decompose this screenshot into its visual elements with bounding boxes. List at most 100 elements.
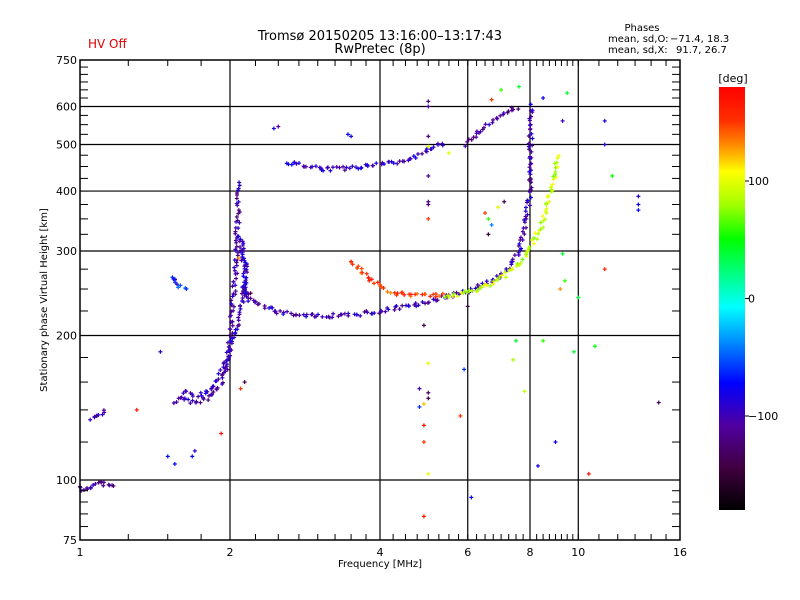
trace-point xyxy=(527,203,532,208)
trace-point xyxy=(526,177,531,182)
trace-point xyxy=(243,291,248,296)
trace-point xyxy=(461,291,466,296)
trace-point xyxy=(198,400,203,405)
trace-point xyxy=(535,237,540,242)
colorbar-tick-label: 0 xyxy=(748,293,755,306)
scatter-point xyxy=(242,380,247,385)
trace-point xyxy=(388,290,393,295)
trace-point xyxy=(474,135,479,140)
scatter-point xyxy=(421,323,426,328)
trace-point xyxy=(402,159,407,164)
trace-point xyxy=(222,360,227,365)
trace-point xyxy=(375,280,380,285)
trace-point xyxy=(184,389,189,394)
trace-point xyxy=(241,271,246,276)
trace-point xyxy=(270,305,275,310)
trace-point xyxy=(367,278,372,283)
trace-point xyxy=(531,241,536,246)
trace-point xyxy=(310,312,315,317)
y-tick-label: 75 xyxy=(63,534,77,547)
trace-point xyxy=(415,152,420,157)
trace-point xyxy=(206,393,211,398)
y-tick-label: 750 xyxy=(56,54,77,67)
trace-point xyxy=(510,257,515,262)
trace-point xyxy=(470,288,475,293)
trace-point xyxy=(494,115,499,120)
trace-point xyxy=(551,174,556,179)
trace-point xyxy=(274,311,279,316)
trace-point xyxy=(462,289,467,294)
scatter-point xyxy=(271,126,276,131)
trace-point xyxy=(506,109,511,114)
trace-point xyxy=(240,285,245,290)
scatter-point xyxy=(426,216,431,221)
trace-point xyxy=(495,278,500,283)
trace-point xyxy=(547,199,552,204)
trace-point xyxy=(237,310,242,315)
trace-point xyxy=(522,220,527,225)
trace-point xyxy=(229,348,234,353)
data-points xyxy=(77,84,661,519)
trace-point xyxy=(518,260,523,265)
scatter-point xyxy=(462,367,467,372)
trace-point xyxy=(504,266,509,271)
trace-point xyxy=(503,270,508,275)
trace-point xyxy=(516,107,521,112)
scatter-point xyxy=(426,104,431,109)
trace-point xyxy=(262,306,267,311)
trace-point xyxy=(220,380,225,385)
scatter-point xyxy=(522,389,527,394)
trace-point xyxy=(225,340,230,345)
trace-point xyxy=(210,392,215,397)
scatter-point xyxy=(511,357,516,362)
y-tick-label: 300 xyxy=(56,245,77,258)
trace-point xyxy=(364,309,369,314)
scatter-point xyxy=(636,194,641,199)
scatter-point xyxy=(535,463,540,468)
trace-point xyxy=(521,226,526,231)
trace-point xyxy=(517,262,522,267)
scatter-point xyxy=(458,413,463,418)
trace-point xyxy=(528,154,533,159)
trace-point xyxy=(391,161,396,166)
trace-point xyxy=(226,344,231,349)
scatter-point xyxy=(190,454,195,459)
trace-point xyxy=(515,261,520,266)
trace-point xyxy=(230,294,235,299)
trace-point xyxy=(540,214,545,219)
trace-point xyxy=(273,309,278,314)
trace-point xyxy=(392,307,397,312)
trace-point xyxy=(483,122,488,127)
trace-point xyxy=(91,483,96,488)
trace-point xyxy=(321,168,326,173)
trace-point xyxy=(234,214,239,219)
scatter-point xyxy=(238,386,243,391)
scatter-point xyxy=(421,440,426,445)
trace-point xyxy=(237,180,242,185)
trace-point xyxy=(229,301,234,306)
trace-point xyxy=(520,257,525,262)
trace-point xyxy=(232,268,237,273)
trace-point xyxy=(342,168,347,173)
trace-point xyxy=(517,241,522,246)
trace-point xyxy=(181,391,186,396)
trace-point xyxy=(100,412,105,417)
scatter-point xyxy=(486,216,491,221)
trace-point xyxy=(354,312,359,317)
y-tick-label: 200 xyxy=(56,330,77,343)
trace-point xyxy=(182,397,187,402)
x-tick-label: 6 xyxy=(464,546,471,559)
trace-point xyxy=(475,282,480,287)
trace-point xyxy=(239,258,244,263)
trace-point xyxy=(292,160,297,165)
scatter-point xyxy=(495,205,500,210)
trace-point xyxy=(478,129,483,134)
trace-point xyxy=(237,322,242,327)
trace-point xyxy=(230,323,235,328)
trace-point xyxy=(218,368,223,373)
trace-point xyxy=(465,139,470,144)
trace-point xyxy=(514,264,519,269)
trace-point xyxy=(245,270,250,275)
colorbar xyxy=(719,87,745,510)
trace-point xyxy=(520,229,525,234)
